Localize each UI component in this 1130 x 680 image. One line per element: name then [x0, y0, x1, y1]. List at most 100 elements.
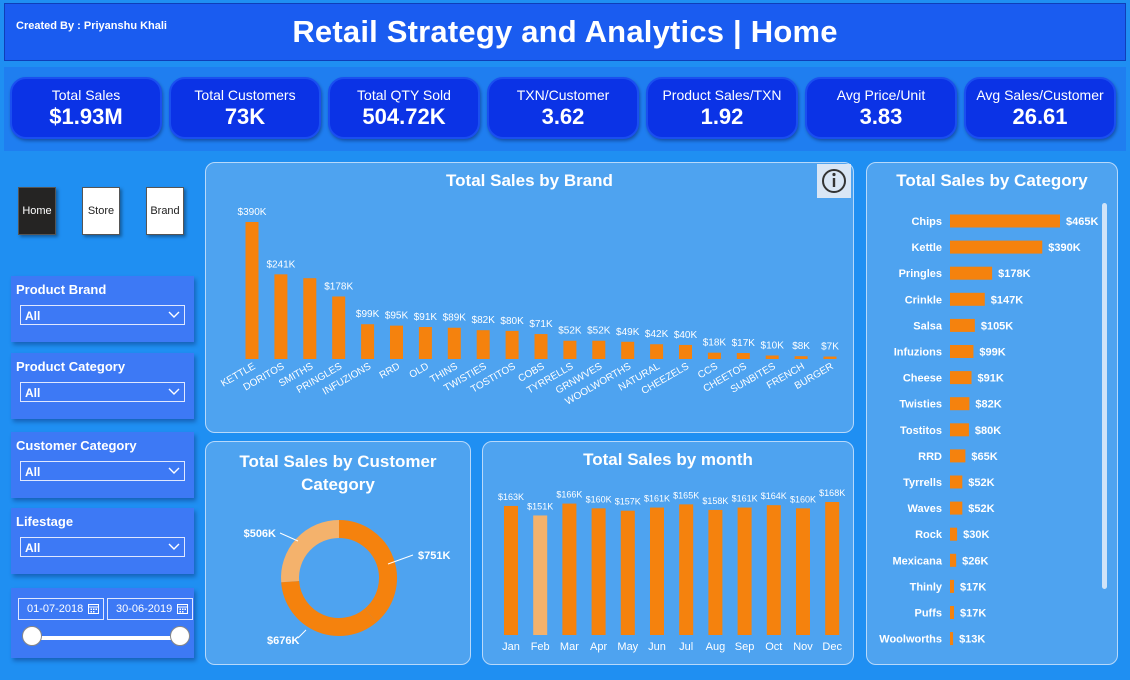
donut-slice[interactable]	[338, 520, 397, 623]
category-bar[interactable]	[950, 318, 975, 332]
donut-data-label: $506K	[244, 528, 276, 540]
brand-bar[interactable]	[361, 324, 375, 359]
lifestage-dropdown[interactable]: All	[20, 537, 185, 557]
brand-bar[interactable]	[447, 327, 461, 359]
header-bar: Created By : Priyanshu Khali Retail Stra…	[4, 3, 1126, 61]
brand-data-label: $49K	[616, 327, 640, 338]
brand-bar[interactable]	[563, 340, 577, 359]
brand-data-label: $241K	[266, 259, 295, 270]
kpi-value: 73K	[224, 104, 266, 129]
brand-bar[interactable]	[476, 330, 490, 359]
month-data-label: $165K	[673, 490, 699, 500]
month-bar[interactable]	[679, 504, 694, 635]
month-bar[interactable]	[796, 508, 810, 635]
date-slider-track[interactable]	[33, 636, 183, 640]
brand-bar[interactable]	[390, 325, 403, 359]
end-date-input[interactable]: 30-06-2019	[107, 598, 193, 620]
category-bar[interactable]	[950, 527, 958, 541]
category-bar[interactable]	[950, 449, 966, 463]
category-tick-label: Salsa	[913, 320, 943, 332]
brand-bar[interactable]	[707, 352, 721, 359]
category-bar[interactable]	[950, 345, 974, 358]
brand-bar[interactable]	[679, 344, 692, 359]
month-bar[interactable]	[708, 509, 723, 635]
kpi-label: Product Sales/TXN	[662, 87, 782, 103]
brand-bar[interactable]	[650, 344, 664, 359]
brand-data-label: $8K	[792, 341, 810, 352]
info-icon[interactable]	[817, 164, 851, 198]
slicer-label: Product Category	[16, 359, 126, 374]
brand-bar[interactable]	[418, 327, 432, 359]
donut-slice[interactable]	[281, 580, 377, 636]
month-tick-label: Jun	[648, 641, 666, 653]
slicer-label: Lifestage	[16, 514, 74, 529]
brand-tick-label: RRD	[378, 361, 402, 381]
brand-bar[interactable]	[303, 278, 317, 359]
category-bar[interactable]	[950, 501, 963, 515]
brand-bar[interactable]	[505, 330, 519, 359]
category-bar[interactable]	[950, 632, 954, 646]
month-bar[interactable]	[504, 505, 518, 635]
date-range-slicer: 01-07-2018 30-06-2019	[11, 588, 194, 658]
chevron-down-icon	[168, 543, 180, 550]
brand-bar[interactable]	[592, 340, 606, 359]
category-bar[interactable]	[950, 579, 955, 593]
brand-data-label: $18K	[703, 338, 727, 349]
category-bar[interactable]	[950, 292, 985, 306]
product-category-dropdown[interactable]: All	[20, 382, 185, 402]
calendar-icon[interactable]	[88, 603, 99, 614]
category-bar[interactable]	[950, 553, 957, 567]
kpi-card-total-customers: Total Customers 73K	[169, 77, 321, 139]
nav-home-button[interactable]: Home	[18, 187, 56, 235]
category-bar[interactable]	[950, 214, 1060, 228]
donut-leader-line	[297, 629, 307, 639]
brand-bar[interactable]	[534, 334, 548, 359]
brand-bar[interactable]	[245, 222, 259, 359]
month-data-label: $161K	[644, 494, 670, 504]
category-bar[interactable]	[950, 606, 955, 619]
start-date-input[interactable]: 01-07-2018	[18, 598, 104, 620]
category-bar[interactable]	[950, 266, 993, 280]
month-bar[interactable]	[562, 503, 577, 635]
brand-bar[interactable]	[274, 274, 288, 359]
category-bar[interactable]	[950, 240, 1043, 254]
category-tick-label: Rock	[915, 529, 943, 541]
month-tick-label: Jul	[679, 641, 693, 653]
month-tick-label: Sep	[735, 641, 755, 653]
calendar-icon[interactable]	[177, 603, 188, 614]
month-bar[interactable]	[737, 507, 752, 635]
month-bar[interactable]	[766, 505, 781, 635]
brand-bar[interactable]	[621, 341, 635, 359]
date-slider-start-handle[interactable]	[22, 626, 42, 646]
slicer-label: Product Brand	[16, 282, 107, 297]
product-brand-dropdown[interactable]: All	[20, 305, 185, 325]
category-bar[interactable]	[950, 423, 969, 437]
brand-bar[interactable]	[332, 296, 346, 359]
donut-data-label: $676K	[267, 635, 299, 647]
customer-category-dropdown[interactable]: All	[20, 461, 185, 481]
brand-bar[interactable]	[765, 355, 779, 359]
nav-store-button[interactable]: Store	[82, 187, 120, 235]
brand-data-label: $17K	[732, 338, 756, 349]
category-bar[interactable]	[950, 397, 970, 411]
month-tick-label: Nov	[793, 641, 813, 653]
category-bar-chart: Chips $465K Kettle $390K Pringles $178K Crinkl…	[879, 214, 1098, 646]
nav-brand-button[interactable]: Brand	[146, 187, 184, 235]
brand-bar[interactable]	[794, 356, 808, 359]
dropdown-value: All	[25, 465, 41, 479]
category-scrollbar[interactable]	[1102, 203, 1107, 589]
month-bar[interactable]	[533, 515, 548, 635]
month-bar[interactable]	[650, 507, 664, 635]
month-bar[interactable]	[620, 510, 635, 635]
brand-bar[interactable]	[736, 353, 750, 359]
category-tick-label: Woolworths	[879, 634, 942, 646]
category-bar[interactable]	[950, 371, 972, 385]
category-bar[interactable]	[950, 475, 963, 489]
brand-bar[interactable]	[823, 356, 837, 359]
date-slider-end-handle[interactable]	[170, 626, 190, 646]
donut-slice[interactable]	[281, 520, 340, 583]
category-tick-label: Chips	[911, 216, 942, 228]
month-bar[interactable]	[825, 502, 840, 635]
slicer-customer-category: Customer Category All	[11, 432, 194, 498]
month-bar[interactable]	[591, 508, 606, 635]
